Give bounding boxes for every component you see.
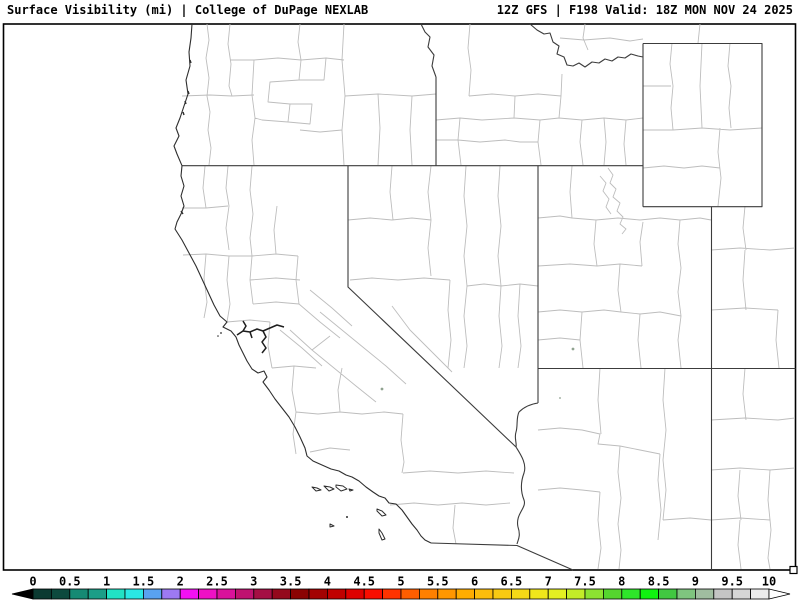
colorbar-cell xyxy=(492,588,512,600)
colorbar-cell xyxy=(639,588,660,600)
colorbar-tick-label: 1.5 xyxy=(133,575,155,589)
colorbar-tick-label: 3 xyxy=(250,575,257,589)
colorbar-cell xyxy=(382,588,402,600)
colorbar-cell xyxy=(695,588,715,600)
county-lines xyxy=(181,23,796,570)
colorbar-cell xyxy=(234,588,255,600)
colorbar-cell xyxy=(326,588,347,600)
colorbar-tick-label: 3.5 xyxy=(280,575,302,589)
station-dot-utah xyxy=(571,347,575,351)
colorbar-cell xyxy=(400,588,420,600)
colorbar-cell xyxy=(603,588,623,600)
colorbar-tick-label: 10 xyxy=(762,575,776,589)
colorbar-cell xyxy=(455,588,476,600)
colorbar-cell xyxy=(529,588,549,600)
colorbar-cell xyxy=(750,588,770,600)
colorbar-cell xyxy=(621,588,641,600)
product-title: Surface Visibility (mi) | College of DuP… xyxy=(7,3,369,17)
state-borders xyxy=(182,23,796,571)
colorbar-tick-label: 1 xyxy=(103,575,110,589)
colorbar-cell xyxy=(510,588,531,600)
colorbar-cell xyxy=(271,588,292,600)
colorbar-cell xyxy=(658,588,678,600)
colorbar-cell xyxy=(418,588,439,600)
colorbar-tick-label: 9 xyxy=(692,575,699,589)
colorbar-tick-label: 5.5 xyxy=(427,575,449,589)
colorbar-cell xyxy=(198,588,218,600)
colorbar-cell xyxy=(363,588,384,600)
colorbar-tick-label: 7 xyxy=(545,575,552,589)
colorbar-tick-label: 0.5 xyxy=(59,575,81,589)
colorbar-cell xyxy=(713,588,733,600)
colorbar-cell xyxy=(566,588,586,600)
colorbar-cell xyxy=(161,588,181,600)
colorbar-cell xyxy=(124,588,144,600)
colorbar-cell xyxy=(584,588,604,600)
colorbar-cell xyxy=(216,588,236,600)
colorbar-cell xyxy=(676,588,696,600)
colorbar-left-arrow xyxy=(11,588,34,600)
visibility-colorbar: 0 0.5 1 1.5 2 2.5 3 3.5 4 4.5 5 5.5 6 6.5 7 7.5 8 8.5 9 9.5… xyxy=(11,575,791,600)
colorbar-tick-label: 7.5 xyxy=(574,575,596,589)
colorbar-cell xyxy=(179,588,199,600)
colorbar-cell xyxy=(731,588,752,600)
coastal-inlet-marks xyxy=(180,59,192,215)
colorbar-cell xyxy=(253,588,273,600)
colorbar-cell xyxy=(32,588,52,600)
colorbar-cell xyxy=(87,588,107,600)
colorbar-tick-label: 4.5 xyxy=(353,575,375,589)
colorbar-tick-label: 0 xyxy=(29,575,36,589)
map-frame xyxy=(2,23,797,571)
colorbar-cell xyxy=(345,588,365,600)
sf-bay-delta xyxy=(236,320,285,354)
colorbar-cell xyxy=(142,588,163,600)
farallon-island-dot2 xyxy=(217,335,219,337)
station-dot-california xyxy=(380,387,384,391)
colorbar-tick-label: 2.5 xyxy=(206,575,228,589)
colorbar-tick-label: 6.5 xyxy=(501,575,523,589)
colorbar-cell xyxy=(474,588,494,600)
colorbar-cell xyxy=(106,588,126,600)
model-run-valid-time: 12Z GFS | F198 Valid: 18Z MON NOV 24 202… xyxy=(496,3,793,17)
colorbar-tick-label: 4 xyxy=(324,575,331,589)
colorbar-tick-label: 9.5 xyxy=(721,575,743,589)
channel-islands xyxy=(311,484,387,541)
station-dot-az-border xyxy=(559,397,561,399)
santa-barbara-island-dot xyxy=(346,516,348,518)
coastline xyxy=(173,23,432,544)
colorbar-tick-label: 2 xyxy=(177,575,184,589)
colorbar-tick-label: 8 xyxy=(618,575,625,589)
farallon-island-dot xyxy=(220,332,222,334)
colorbar-cell xyxy=(51,588,71,600)
colorbar-right-arrow xyxy=(768,588,791,600)
colorbar-cell xyxy=(290,588,310,600)
colorbar-cell xyxy=(437,588,457,600)
colorbar-cell xyxy=(547,588,568,600)
colorbar-tick-label: 6 xyxy=(471,575,478,589)
colorbar-cell xyxy=(69,588,89,600)
colorbar-tick-label: 5 xyxy=(397,575,404,589)
colorbar-cell xyxy=(308,588,328,600)
colorbar-tick-label: 8.5 xyxy=(648,575,670,589)
frame-corner-box xyxy=(789,565,798,575)
